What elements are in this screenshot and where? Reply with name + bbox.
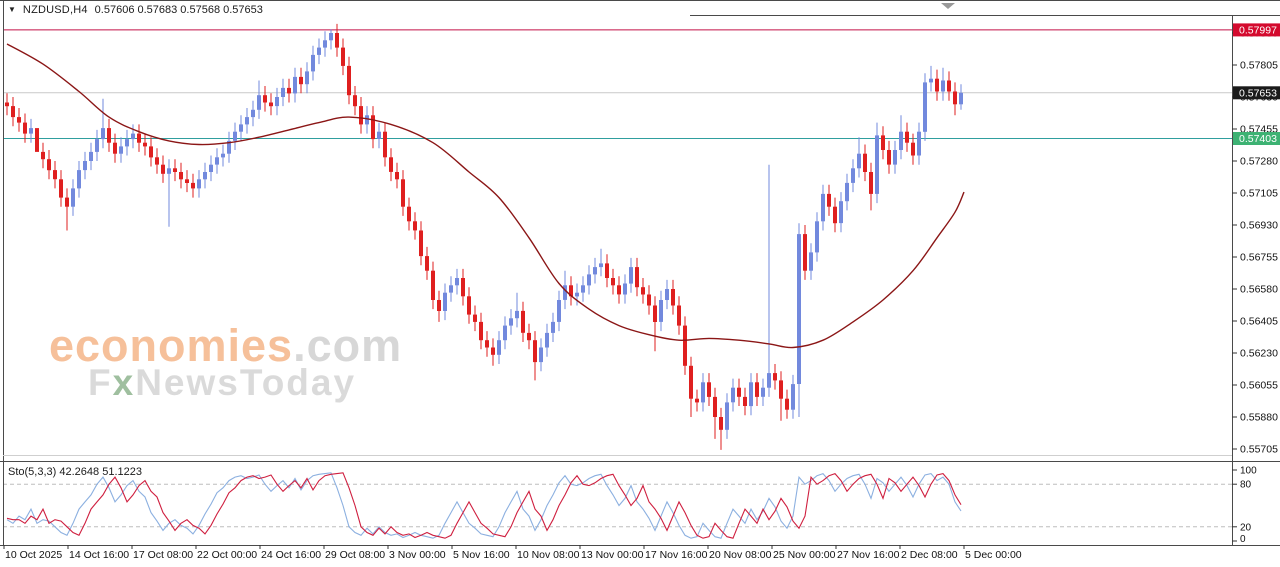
candles-layer <box>5 23 963 450</box>
time-tick-label: 3 Nov 00:00 <box>389 549 446 561</box>
svg-text:0.57403: 0.57403 <box>1239 133 1277 145</box>
price-tick-label: 0.56230 <box>1240 348 1278 360</box>
time-tick-label: 5 Nov 16:00 <box>453 549 510 561</box>
price-tick-label: 0.57280 <box>1240 156 1278 168</box>
svg-text:0.57653: 0.57653 <box>1239 87 1277 99</box>
stochastic-scale-label: 80 <box>1240 480 1252 491</box>
stochastic-pane <box>3 472 1232 539</box>
stochastic-scale-label: 20 <box>1240 522 1252 533</box>
watermark-sub-f: F <box>88 362 113 403</box>
stochastic-scale-label: 0 <box>1240 534 1246 545</box>
price-tick-label: 0.56055 <box>1240 380 1278 392</box>
horizontal-price-lines <box>3 29 1232 140</box>
price-badge-resistance-line: 0.57997 <box>1233 23 1280 37</box>
moving-average-line <box>6 43 965 349</box>
time-axis-labels: 10 Oct 2025 14 Oct 16:00 17 Oct 08:00 22 Oc… <box>3 545 1022 561</box>
watermark-brand: economies.com <box>49 320 402 372</box>
time-tick-label: 22 Oct 00:00 <box>197 549 257 561</box>
time-tick-label: 5 Dec 00:00 <box>965 549 1022 561</box>
symbol-timeframe-label: NZDUSD,H4 <box>22 4 88 16</box>
chart-menu-dropdown-icon[interactable]: ▼ <box>8 5 16 14</box>
price-tick-label: 0.56580 <box>1240 284 1278 296</box>
chart-title-bar: ▼ NZDUSD,H4 0.57606 0.57683 0.57568 0.57… <box>8 4 263 16</box>
price-tick-label: 0.55705 <box>1240 444 1278 456</box>
stochastic-k-value: 42.2648 <box>59 466 100 478</box>
watermark-brand-suffix: .com <box>293 320 402 371</box>
time-tick-label: 13 Nov 00:00 <box>581 549 644 561</box>
time-tick-label: 10 Nov 08:00 <box>517 549 580 561</box>
time-tick-label: 27 Nov 16:00 <box>837 549 900 561</box>
price-tick-label: 0.56930 <box>1240 220 1278 232</box>
time-tick-label: 24 Oct 16:00 <box>261 549 321 561</box>
price-badge-current-price-line: 0.57653 <box>1233 86 1280 100</box>
price-badge-support-line: 0.57403 <box>1233 132 1280 145</box>
time-tick-label: 20 Nov 08:00 <box>709 549 772 561</box>
time-tick-label: 17 Nov 16:00 <box>645 549 708 561</box>
watermark-sub-x: x <box>113 362 136 403</box>
time-tick-label: 2 Dec 08:00 <box>901 549 958 561</box>
stochastic-d-value: 51.1223 <box>102 466 142 478</box>
time-tick-label: 14 Oct 16:00 <box>69 549 129 561</box>
price-tick-label: 0.57805 <box>1240 60 1278 72</box>
stochastic-indicator-label: Sto(5,3,3) 42.2648 51.1223 <box>8 466 142 478</box>
chart-shift-marker-icon[interactable] <box>941 3 955 9</box>
stochastic-d-line <box>6 472 962 539</box>
time-tick-label: 10 Oct 2025 <box>5 549 62 561</box>
price-tick-label: 0.56405 <box>1240 316 1278 328</box>
price-tick-label: 0.55880 <box>1240 412 1278 424</box>
stochastic-k-line <box>6 472 962 539</box>
ohlc-values-label: 0.57606 0.57683 0.57568 0.57653 <box>94 4 263 16</box>
main-chart-pane[interactable] <box>3 16 1232 455</box>
chart-frame <box>0 0 1280 546</box>
price-tick-label: 0.56755 <box>1240 252 1278 264</box>
indicator-pane[interactable] <box>3 462 1232 545</box>
watermark-brand-name: economies <box>49 320 293 371</box>
watermark-sub-rest: NewsToday <box>135 362 356 403</box>
price-tick-label: 0.57105 <box>1240 188 1278 200</box>
svg-text:0.57997: 0.57997 <box>1239 24 1277 36</box>
stochastic-name: Sto(5,3,3) <box>8 466 57 478</box>
time-axis[interactable] <box>0 546 1280 567</box>
watermark-subbrand: FxNewsToday <box>88 362 356 404</box>
time-tick-label: 17 Oct 08:00 <box>133 549 193 561</box>
time-tick-label: 25 Nov 00:00 <box>773 549 836 561</box>
price-axis[interactable] <box>1232 16 1280 545</box>
time-tick-label: 29 Oct 08:00 <box>325 549 385 561</box>
stochastic-scale-label: 100 <box>1240 466 1257 477</box>
